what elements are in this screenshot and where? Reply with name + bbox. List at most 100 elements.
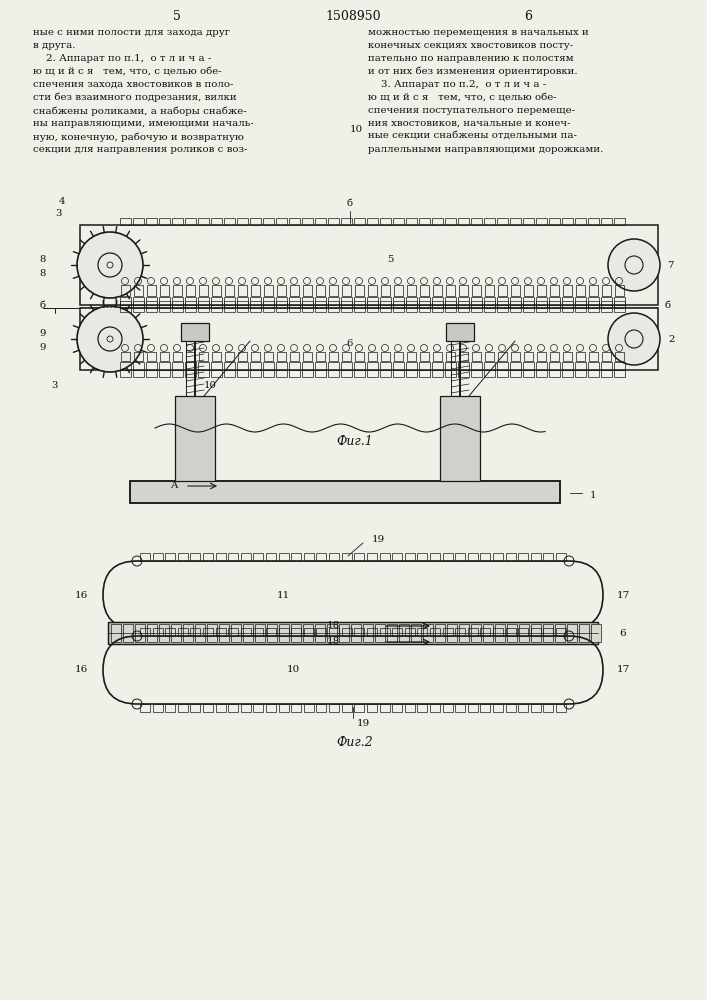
- Bar: [549, 301, 560, 308]
- Bar: [519, 624, 529, 642]
- Bar: [575, 218, 586, 225]
- Bar: [392, 629, 402, 637]
- Bar: [367, 553, 377, 561]
- Bar: [276, 370, 287, 377]
- Text: 1508950: 1508950: [325, 10, 381, 23]
- Bar: [159, 305, 170, 312]
- Circle shape: [608, 313, 660, 365]
- Bar: [392, 704, 402, 712]
- Bar: [430, 629, 440, 637]
- Bar: [536, 297, 547, 305]
- Bar: [253, 553, 264, 561]
- Bar: [165, 553, 175, 561]
- Bar: [263, 305, 274, 312]
- Bar: [458, 370, 469, 377]
- Bar: [394, 285, 403, 296]
- Bar: [575, 297, 586, 305]
- Bar: [253, 628, 264, 636]
- Bar: [207, 624, 217, 642]
- Bar: [589, 352, 598, 361]
- Bar: [147, 624, 157, 642]
- Bar: [302, 218, 313, 225]
- Bar: [146, 305, 157, 312]
- Bar: [518, 553, 528, 561]
- Bar: [523, 301, 534, 308]
- Bar: [317, 628, 327, 636]
- Bar: [159, 624, 169, 642]
- Bar: [302, 370, 313, 377]
- Bar: [354, 629, 364, 637]
- Bar: [406, 297, 417, 305]
- Bar: [432, 305, 443, 312]
- Bar: [614, 370, 625, 377]
- Bar: [178, 629, 188, 637]
- Bar: [253, 704, 264, 712]
- Bar: [341, 301, 352, 308]
- Bar: [185, 305, 196, 312]
- Bar: [237, 305, 248, 312]
- Text: 10: 10: [204, 381, 216, 390]
- Bar: [455, 628, 465, 636]
- Bar: [237, 301, 248, 308]
- Bar: [523, 218, 534, 225]
- Bar: [511, 352, 520, 361]
- Text: 6: 6: [620, 629, 626, 638]
- Bar: [203, 704, 213, 712]
- Bar: [279, 629, 288, 637]
- Bar: [199, 352, 208, 361]
- Bar: [121, 352, 130, 361]
- Bar: [185, 301, 196, 308]
- Bar: [341, 305, 352, 312]
- Bar: [108, 622, 598, 644]
- Bar: [329, 352, 338, 361]
- Bar: [327, 624, 337, 642]
- Text: 4: 4: [59, 196, 65, 206]
- Bar: [160, 352, 169, 361]
- Bar: [123, 624, 133, 642]
- Bar: [380, 305, 391, 312]
- Bar: [394, 352, 403, 361]
- Bar: [329, 553, 339, 561]
- Bar: [579, 624, 589, 642]
- Bar: [367, 301, 378, 308]
- Bar: [380, 362, 391, 370]
- Bar: [291, 704, 301, 712]
- Bar: [153, 553, 163, 561]
- Bar: [588, 305, 599, 312]
- Bar: [392, 553, 402, 561]
- Bar: [445, 370, 456, 377]
- Bar: [497, 218, 508, 225]
- Text: можностью перемещения в начальных и: можностью перемещения в начальных и: [368, 28, 589, 37]
- Bar: [211, 218, 222, 225]
- Bar: [159, 218, 170, 225]
- Bar: [575, 370, 586, 377]
- Bar: [497, 362, 508, 370]
- Bar: [181, 323, 209, 341]
- Bar: [550, 352, 559, 361]
- Bar: [471, 301, 482, 308]
- Bar: [225, 285, 234, 296]
- Bar: [524, 352, 533, 361]
- Bar: [238, 352, 247, 361]
- Bar: [576, 352, 585, 361]
- Bar: [549, 362, 560, 370]
- Bar: [443, 628, 452, 636]
- Bar: [443, 553, 452, 561]
- Bar: [446, 323, 474, 341]
- Bar: [417, 629, 427, 637]
- Bar: [329, 704, 339, 712]
- Bar: [367, 362, 378, 370]
- Bar: [328, 218, 339, 225]
- Bar: [576, 285, 585, 296]
- Text: Фиг.1: Фиг.1: [337, 435, 373, 448]
- Bar: [406, 218, 417, 225]
- Bar: [317, 704, 327, 712]
- Bar: [266, 628, 276, 636]
- Bar: [549, 305, 560, 312]
- Bar: [563, 352, 572, 361]
- Bar: [615, 285, 624, 296]
- Bar: [185, 297, 196, 305]
- Bar: [443, 629, 452, 637]
- Bar: [404, 628, 415, 636]
- Bar: [341, 297, 352, 305]
